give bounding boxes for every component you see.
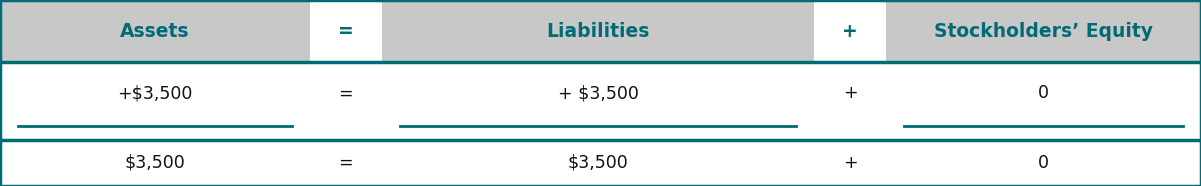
Text: +: + [843, 84, 858, 102]
Text: +: + [842, 22, 859, 41]
Bar [0, 0, 1201, 62]
Text: 0: 0 [1038, 84, 1050, 102]
Text: +: + [843, 154, 858, 172]
Text: 0: 0 [1038, 154, 1050, 172]
Text: =: = [339, 154, 353, 172]
Text: =: = [339, 84, 353, 102]
Text: Assets: Assets [120, 22, 190, 41]
Text: + $3,500: + $3,500 [557, 84, 639, 102]
Text: =: = [337, 22, 354, 41]
Bar [310, 0, 382, 62]
Text: $3,500: $3,500 [125, 154, 185, 172]
Bar [814, 0, 886, 62]
Text: $3,500: $3,500 [568, 154, 628, 172]
Text: +$3,500: +$3,500 [118, 84, 192, 102]
Text: Liabilities: Liabilities [546, 22, 650, 41]
Text: Stockholders’ Equity: Stockholders’ Equity [934, 22, 1153, 41]
